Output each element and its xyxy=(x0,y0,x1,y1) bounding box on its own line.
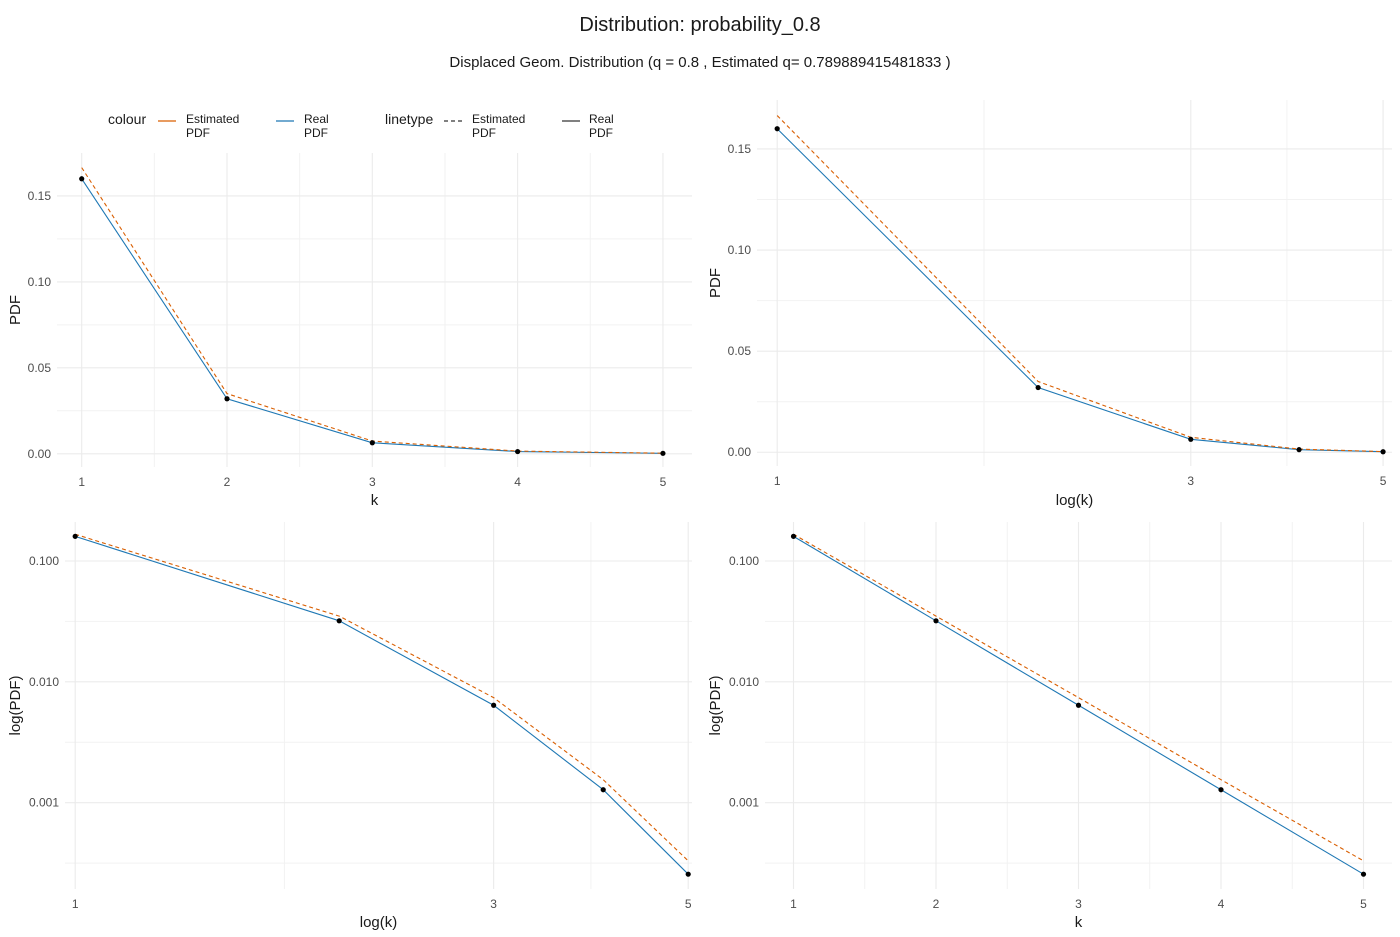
legend-linetype-item-real: Real PDF xyxy=(589,112,614,140)
legend-key-real-colour xyxy=(276,120,294,122)
estimated-pdf-line xyxy=(75,533,689,862)
x-tick-label: 1 xyxy=(774,474,781,488)
x-axis-title: k xyxy=(1075,914,1083,931)
y-tick-label: 0.00 xyxy=(28,447,52,461)
x-tick-label: 4 xyxy=(1218,897,1225,911)
data-point xyxy=(660,450,666,456)
data-point xyxy=(1296,447,1302,453)
data-point xyxy=(790,533,797,539)
x-axis-title: log(k) xyxy=(360,914,398,931)
y-tick-label: 0.15 xyxy=(28,189,52,203)
x-tick-label: 3 xyxy=(1187,474,1194,488)
legend-colour-item-estimated: Estimated PDF xyxy=(186,112,240,140)
x-tick-label: 5 xyxy=(1380,474,1387,488)
data-point xyxy=(1035,384,1041,391)
data-point xyxy=(774,126,780,132)
y-axis-title: log(PDF) xyxy=(707,675,724,735)
y-tick-label: 0.001 xyxy=(29,796,59,810)
x-tick-label: 3 xyxy=(490,897,497,911)
data-point xyxy=(79,176,85,182)
data-point xyxy=(72,533,78,539)
y-tick-label: 0.100 xyxy=(29,554,59,568)
x-tick-label: 5 xyxy=(660,475,667,489)
legend-key-estimated-linetype xyxy=(444,120,462,122)
legend-linetype-title: linetype xyxy=(385,111,434,127)
data-point xyxy=(1360,871,1367,877)
y-tick-label: 0.15 xyxy=(728,142,752,156)
y-tick-label: 0.00 xyxy=(728,445,752,459)
x-tick-label: 5 xyxy=(1360,897,1367,911)
x-tick-label: 3 xyxy=(1075,897,1082,911)
data-point xyxy=(685,871,691,877)
data-point xyxy=(1188,436,1194,442)
x-tick-label: 2 xyxy=(933,897,940,911)
y-axis-title: log(PDF) xyxy=(7,675,24,735)
data-point xyxy=(1380,449,1386,455)
y-tick-label: 0.10 xyxy=(728,243,752,257)
y-axis-title: PDF xyxy=(7,295,24,325)
data-point xyxy=(1075,702,1082,708)
data-point xyxy=(515,448,521,455)
data-point xyxy=(336,618,342,624)
chart-subtitle: Displaced Geom. Distribution (q = 0.8 , … xyxy=(449,54,951,71)
y-tick-label: 0.05 xyxy=(28,361,52,375)
legend-key-estimated-colour xyxy=(158,120,176,122)
real-pdf-line xyxy=(776,128,1384,453)
data-point xyxy=(369,440,375,446)
legend-colour-title: colour xyxy=(108,111,147,127)
x-tick-label: 3 xyxy=(369,475,376,489)
legend-colour-item-real: Real PDF xyxy=(304,112,329,140)
data-point xyxy=(933,618,939,624)
y-tick-label: 0.10 xyxy=(28,275,52,289)
chart-title: Distribution: probability_0.8 xyxy=(579,14,821,36)
x-axis-title: log(k) xyxy=(1056,492,1094,509)
data-point xyxy=(491,702,497,708)
x-tick-label: 1 xyxy=(790,897,797,911)
x-tick-label: 1 xyxy=(72,897,79,911)
y-tick-label: 0.05 xyxy=(728,344,752,358)
data-point xyxy=(1218,787,1224,793)
x-tick-label: 1 xyxy=(78,475,85,489)
x-tick-label: 4 xyxy=(514,475,521,489)
y-tick-label: 0.100 xyxy=(729,554,759,568)
y-tick-label: 0.010 xyxy=(729,675,759,689)
x-axis-title: k xyxy=(371,492,379,509)
x-tick-label: 5 xyxy=(685,897,692,911)
real-pdf-line xyxy=(75,535,689,875)
y-axis-title: PDF xyxy=(707,268,724,298)
legend-key-real-linetype xyxy=(562,120,580,122)
y-tick-label: 0.010 xyxy=(29,675,59,689)
estimated-pdf-line xyxy=(793,533,1364,862)
y-tick-label: 0.001 xyxy=(729,796,759,810)
data-point xyxy=(600,787,606,793)
estimated-pdf-line xyxy=(776,115,1384,453)
x-tick-label: 2 xyxy=(224,475,231,489)
data-point xyxy=(224,396,230,402)
legend-linetype-item-estimated: Estimated PDF xyxy=(472,112,526,140)
